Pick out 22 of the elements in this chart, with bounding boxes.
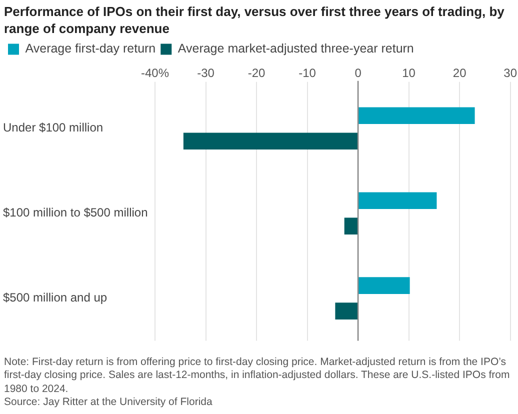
chart-title: Performance of IPOs on their first day, versus over first three years of trading, by range of company revenue	[4, 3, 506, 37]
bar	[358, 277, 410, 294]
x-tick-label: 0	[354, 66, 362, 80]
y-tick-label: $500 million and up	[3, 290, 108, 305]
x-tick-label: -30	[197, 66, 215, 80]
bar	[335, 302, 358, 320]
bar	[183, 132, 358, 150]
y-tick-label: $100 million to $500 million	[3, 206, 148, 220]
y-tick-label: Under $100 million	[3, 120, 104, 135]
source-note: Source: Jay Ritter at the University of Florida	[4, 396, 214, 410]
text: Note: First-day return is from offering price to first-day closing price. Market-adjusted return is from the IPO’s first-day closing price. Sales are last-12-months, in inflation-adjusted dollars. These are U.S.-listed IPOs from 1980 to 2024.	[4, 356, 511, 396]
x-tick-label: 30	[504, 66, 518, 80]
x-tick-label: -20	[248, 66, 266, 80]
legend-label: Average market-adjusted three-year return	[178, 42, 414, 56]
x-tick-label: -10	[298, 66, 316, 80]
x-tick-label: 10	[402, 66, 416, 80]
x-tick-label: 20	[452, 66, 467, 80]
legend-label: Average first-day return	[25, 42, 156, 56]
x-tick-label: -40%	[140, 66, 170, 80]
bar	[358, 107, 475, 124]
bar	[344, 218, 358, 235]
bar	[358, 192, 437, 210]
